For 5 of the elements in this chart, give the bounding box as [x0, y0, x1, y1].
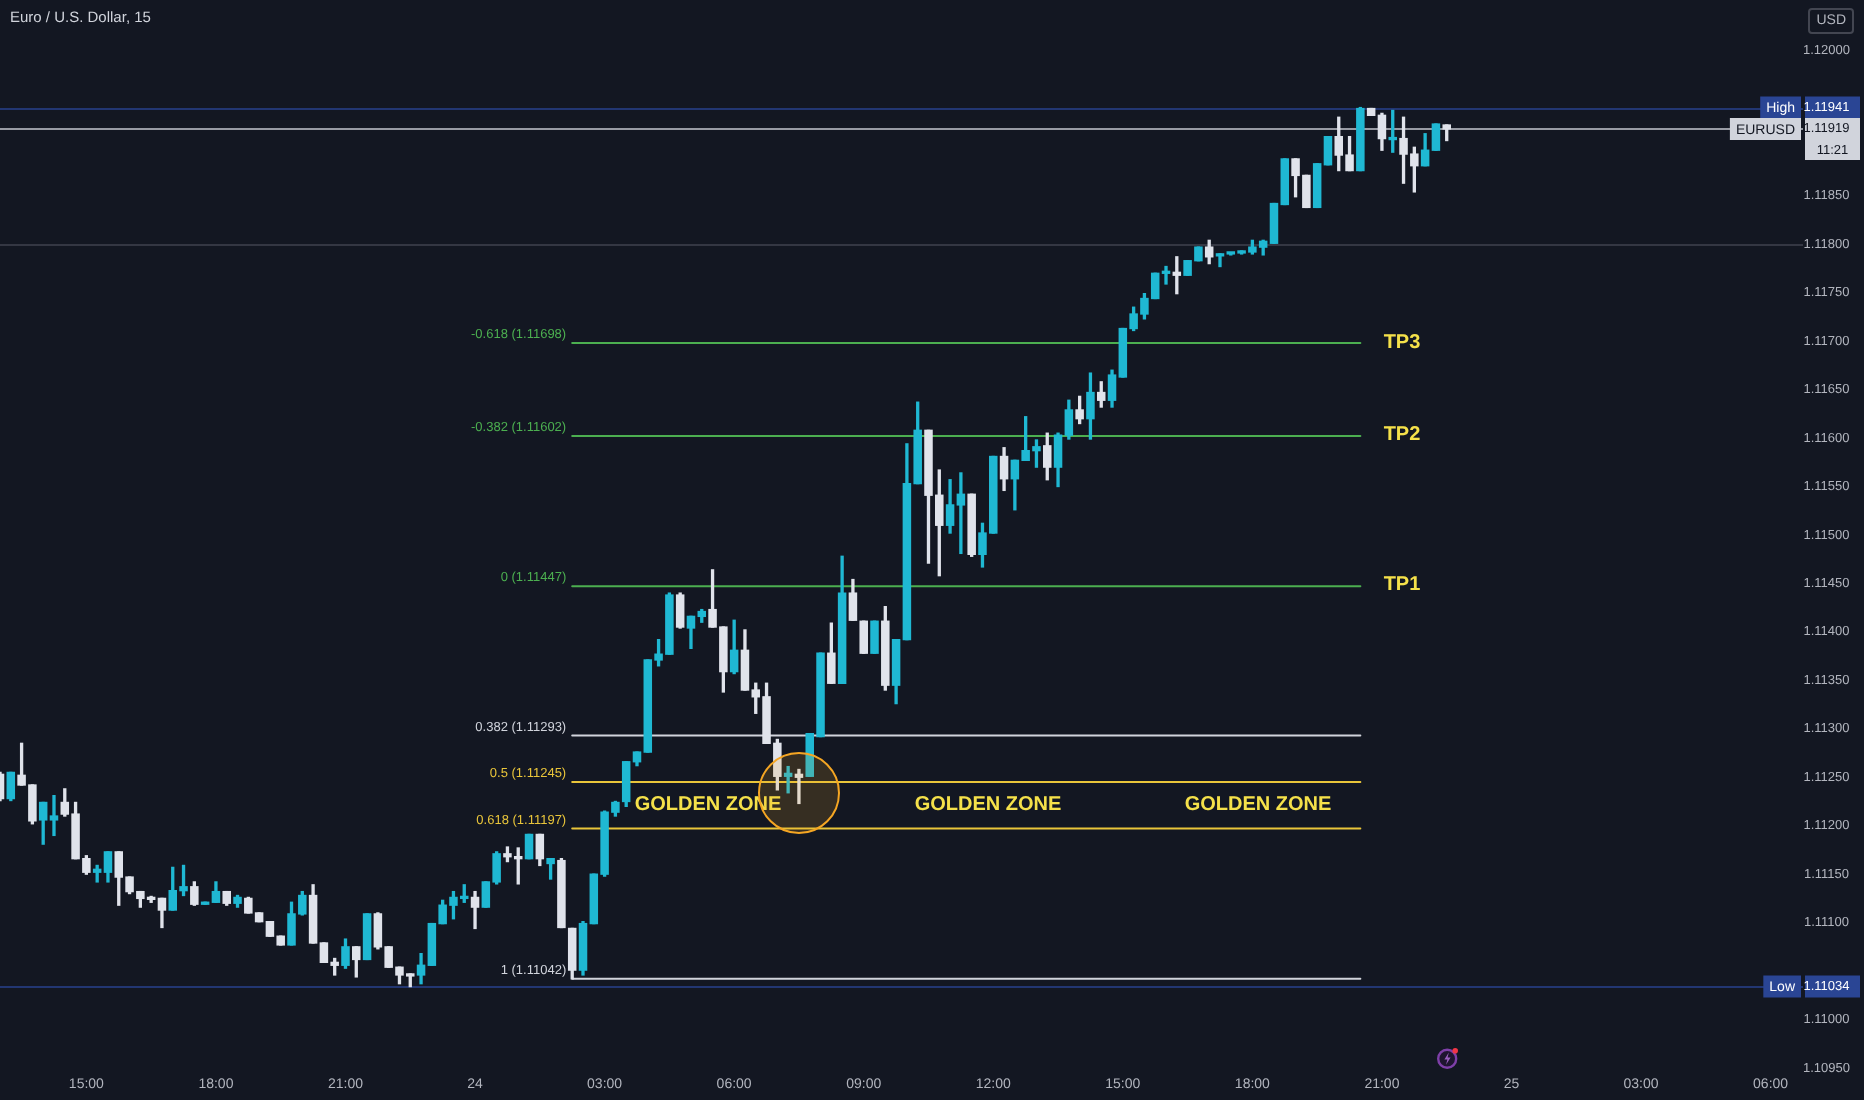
annotation: TP1 [1383, 573, 1422, 596]
annotation: GOLDEN ZONE [1184, 793, 1332, 816]
annotation: TP3 [1383, 331, 1422, 354]
annotation: GOLDEN ZONE [914, 793, 1062, 816]
annotation: TP2 [1383, 423, 1422, 446]
